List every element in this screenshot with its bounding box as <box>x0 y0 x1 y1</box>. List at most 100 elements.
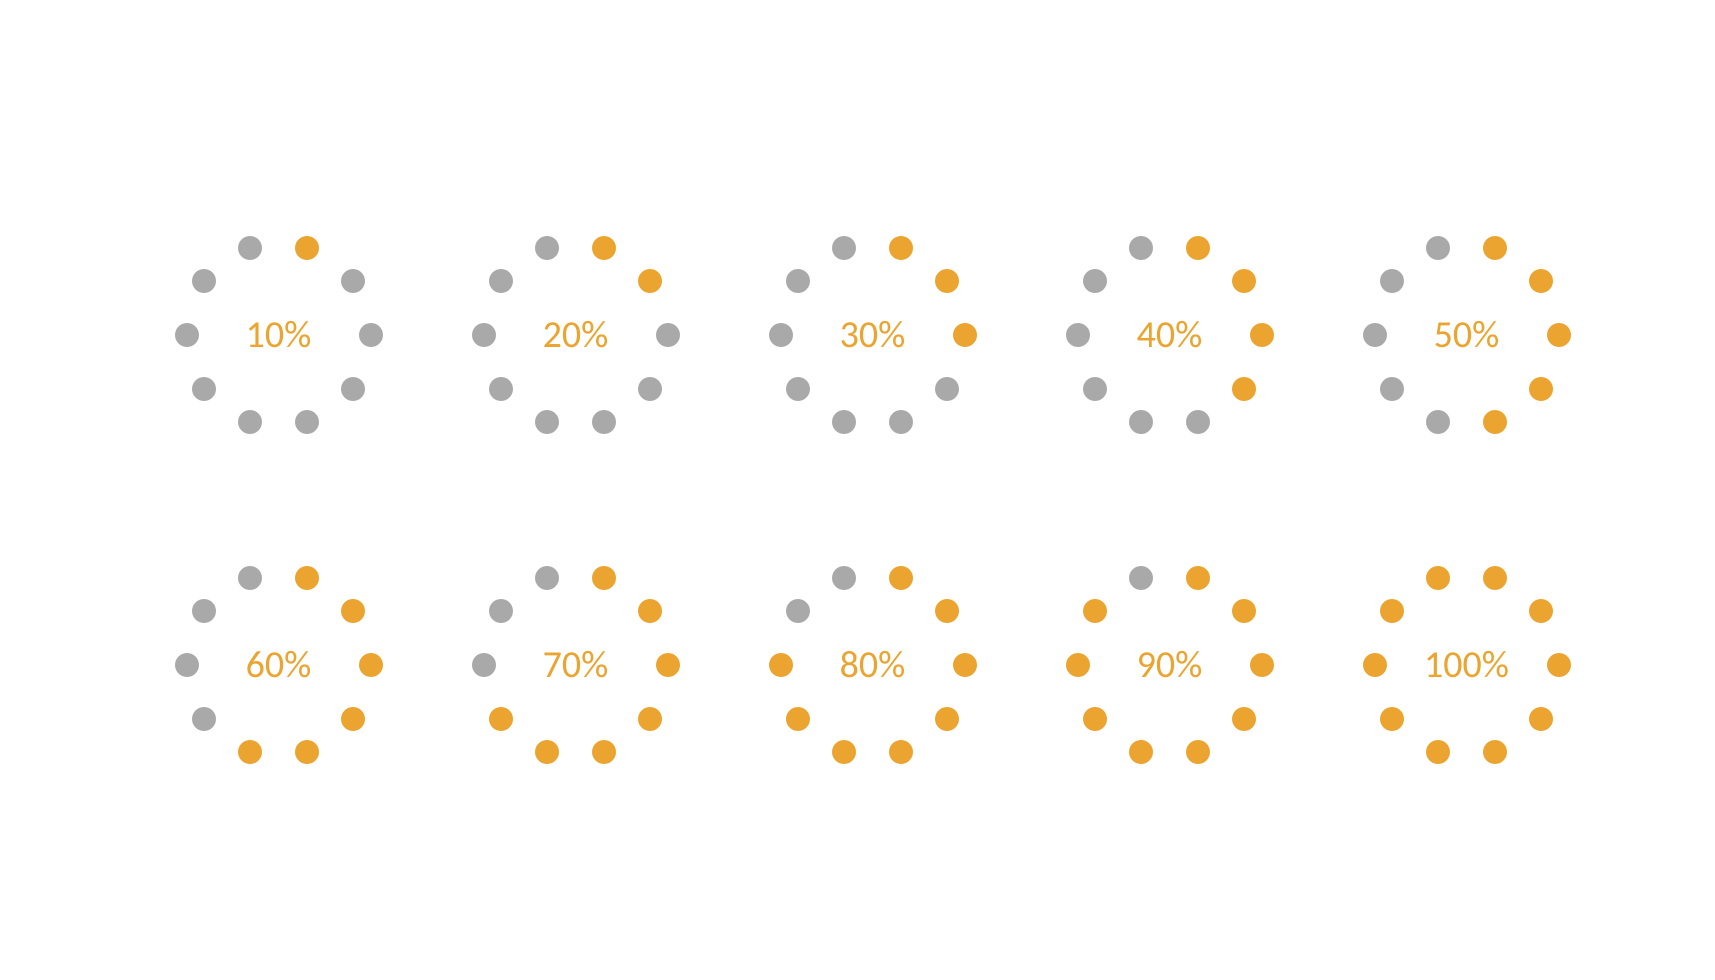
progress-dot-active <box>1232 377 1256 401</box>
progress-dot-active <box>295 566 319 590</box>
progress-dot-inactive <box>592 410 616 434</box>
progress-dot-inactive <box>359 323 383 347</box>
progress-dot-active <box>953 653 977 677</box>
progress-dot-inactive <box>175 653 199 677</box>
progress-dot-inactive <box>1186 410 1210 434</box>
progress-dot-inactive <box>1426 410 1450 434</box>
progress-dot-active <box>341 599 365 623</box>
progress-dot-active <box>592 236 616 260</box>
progress-dot-active <box>489 707 513 731</box>
percentage-ring: 20% <box>427 170 724 500</box>
progress-dot-active <box>1066 653 1090 677</box>
percentage-ring-grid: 10%20%30%40%50%60%70%80%90%100% <box>130 170 1615 830</box>
progress-dot-inactive <box>341 269 365 293</box>
percentage-label: 70% <box>543 642 609 688</box>
progress-dot-inactive <box>638 377 662 401</box>
progress-dot-active <box>1529 377 1553 401</box>
progress-dot-active <box>1547 323 1571 347</box>
progress-dot-inactive <box>1083 377 1107 401</box>
percentage-ring: 40% <box>1021 170 1318 500</box>
progress-dot-active <box>535 740 559 764</box>
progress-dot-inactive <box>238 236 262 260</box>
progress-dot-active <box>769 653 793 677</box>
progress-dot-active <box>889 236 913 260</box>
progress-dot-inactive <box>489 599 513 623</box>
progress-dot-inactive <box>472 653 496 677</box>
progress-dot-inactive <box>786 269 810 293</box>
progress-dot-active <box>1129 740 1153 764</box>
progress-dot-active <box>1232 599 1256 623</box>
progress-dot-inactive <box>769 323 793 347</box>
progress-dot-active <box>1232 707 1256 731</box>
percentage-ring: 100% <box>1318 500 1615 830</box>
progress-dot-active <box>238 740 262 764</box>
progress-dot-active <box>1483 410 1507 434</box>
progress-dot-inactive <box>786 599 810 623</box>
progress-dot-active <box>889 740 913 764</box>
progress-dot-inactive <box>192 269 216 293</box>
progress-dot-inactive <box>238 410 262 434</box>
percentage-label: 60% <box>246 642 312 688</box>
progress-dot-inactive <box>489 269 513 293</box>
progress-dot-inactive <box>535 566 559 590</box>
progress-dot-inactive <box>786 377 810 401</box>
progress-dot-inactive <box>192 377 216 401</box>
progress-dot-active <box>295 236 319 260</box>
progress-dot-active <box>1547 653 1571 677</box>
progress-dot-active <box>786 707 810 731</box>
progress-dot-active <box>1083 599 1107 623</box>
percentage-ring: 10% <box>130 170 427 500</box>
progress-dot-inactive <box>832 236 856 260</box>
progress-dot-inactive <box>1129 566 1153 590</box>
progress-dot-active <box>592 566 616 590</box>
progress-dot-active <box>1186 740 1210 764</box>
progress-dot-active <box>832 740 856 764</box>
progress-dot-active <box>638 599 662 623</box>
percentage-label: 100% <box>1424 642 1509 688</box>
progress-dot-inactive <box>295 410 319 434</box>
progress-dot-inactive <box>889 410 913 434</box>
progress-dot-inactive <box>1129 410 1153 434</box>
progress-dot-active <box>638 269 662 293</box>
progress-dot-active <box>1250 653 1274 677</box>
progress-dot-active <box>1232 269 1256 293</box>
progress-dot-active <box>1529 707 1553 731</box>
percentage-label: 20% <box>543 312 609 358</box>
progress-dot-inactive <box>832 566 856 590</box>
progress-dot-inactive <box>1426 236 1450 260</box>
progress-dot-inactive <box>489 377 513 401</box>
percentage-ring: 60% <box>130 500 427 830</box>
percentage-label: 40% <box>1137 312 1203 358</box>
progress-dot-inactive <box>535 236 559 260</box>
progress-dot-active <box>935 599 959 623</box>
progress-dot-active <box>1186 236 1210 260</box>
progress-dot-inactive <box>1363 323 1387 347</box>
progress-dot-active <box>1529 599 1553 623</box>
progress-dot-active <box>1186 566 1210 590</box>
progress-dot-active <box>935 707 959 731</box>
progress-dot-active <box>1426 566 1450 590</box>
progress-dot-inactive <box>656 323 680 347</box>
progress-dot-inactive <box>1083 269 1107 293</box>
progress-dot-inactive <box>832 410 856 434</box>
progress-dot-inactive <box>472 323 496 347</box>
progress-dot-inactive <box>535 410 559 434</box>
progress-dot-inactive <box>192 599 216 623</box>
progress-dot-inactive <box>192 707 216 731</box>
progress-dot-inactive <box>175 323 199 347</box>
progress-dot-active <box>1083 707 1107 731</box>
progress-dot-active <box>953 323 977 347</box>
progress-dot-inactive <box>1380 377 1404 401</box>
percentage-label: 50% <box>1434 312 1500 358</box>
progress-dot-inactive <box>1066 323 1090 347</box>
progress-dot-active <box>656 653 680 677</box>
progress-dot-active <box>638 707 662 731</box>
progress-dot-active <box>1250 323 1274 347</box>
percentage-ring: 50% <box>1318 170 1615 500</box>
progress-dot-active <box>1483 236 1507 260</box>
percentage-label: 10% <box>246 312 312 358</box>
percentage-label: 90% <box>1137 642 1203 688</box>
progress-dot-active <box>359 653 383 677</box>
progress-dot-active <box>1529 269 1553 293</box>
percentage-label: 80% <box>840 642 906 688</box>
